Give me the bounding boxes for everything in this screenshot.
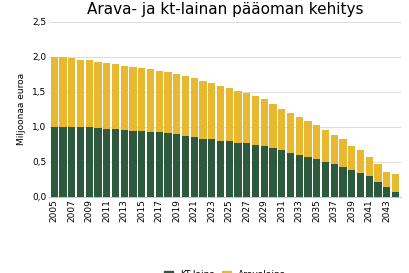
Bar (375, 164, 382, 182)
Bar (261, 99, 268, 146)
Bar (138, 68, 146, 131)
Bar (243, 93, 250, 143)
Bar (339, 139, 347, 167)
Bar (270, 104, 276, 148)
Bar (331, 164, 338, 197)
Bar (383, 188, 391, 197)
Bar (200, 139, 207, 197)
Bar (121, 66, 128, 130)
Bar (182, 76, 189, 136)
Bar (339, 167, 347, 197)
Bar (278, 108, 285, 150)
Bar (191, 137, 198, 197)
Bar (51, 127, 58, 197)
Bar (208, 139, 216, 197)
Bar (156, 132, 163, 197)
Bar (173, 134, 180, 197)
Bar (234, 143, 242, 197)
Bar (112, 129, 119, 197)
Bar (156, 71, 163, 132)
Bar (208, 83, 216, 139)
Bar (226, 141, 233, 197)
Bar (59, 127, 67, 197)
Bar (313, 125, 320, 159)
Bar (348, 146, 355, 170)
Bar (270, 148, 276, 197)
Bar (278, 150, 285, 197)
Bar (86, 127, 93, 197)
Bar (86, 60, 93, 127)
Bar (147, 69, 154, 132)
Bar (304, 157, 312, 197)
Bar (304, 121, 312, 157)
Bar (287, 153, 294, 197)
Bar (348, 170, 355, 197)
Bar (234, 91, 242, 143)
Bar (261, 146, 268, 197)
Bar (77, 127, 84, 197)
Legend: KT-laina, Aravalaina: KT-laina, Aravalaina (160, 267, 290, 273)
Y-axis label: Miljoonaa euroa: Miljoonaa euroa (18, 73, 27, 145)
Bar (77, 60, 84, 127)
Bar (392, 192, 399, 197)
Bar (217, 141, 224, 197)
Bar (383, 172, 391, 188)
Bar (331, 135, 338, 164)
Bar (296, 155, 303, 197)
Bar (130, 67, 137, 131)
Bar (366, 157, 373, 176)
Bar (51, 57, 58, 127)
Bar (94, 128, 102, 197)
Bar (112, 64, 119, 129)
Bar (357, 150, 364, 173)
Bar (296, 117, 303, 155)
Bar (130, 131, 137, 197)
Bar (103, 129, 110, 197)
Bar (68, 58, 75, 127)
Bar (375, 182, 382, 197)
Bar (121, 130, 128, 197)
Bar (243, 143, 250, 197)
Title: Arava- ja kt-lainan pääoman kehitys: Arava- ja kt-lainan pääoman kehitys (87, 2, 363, 16)
Bar (252, 96, 259, 145)
Bar (322, 130, 329, 162)
Bar (200, 81, 207, 139)
Bar (287, 113, 294, 153)
Bar (322, 162, 329, 197)
Bar (252, 145, 259, 197)
Bar (226, 88, 233, 141)
Bar (147, 132, 154, 197)
Bar (164, 133, 172, 197)
Bar (103, 63, 110, 129)
Bar (94, 62, 102, 128)
Bar (164, 72, 172, 133)
Bar (217, 86, 224, 141)
Bar (392, 174, 399, 192)
Bar (173, 74, 180, 134)
Bar (138, 131, 146, 197)
Bar (59, 58, 67, 127)
Bar (68, 127, 75, 197)
Bar (313, 159, 320, 197)
Bar (191, 78, 198, 137)
Bar (182, 136, 189, 197)
Bar (357, 173, 364, 197)
Bar (366, 176, 373, 197)
